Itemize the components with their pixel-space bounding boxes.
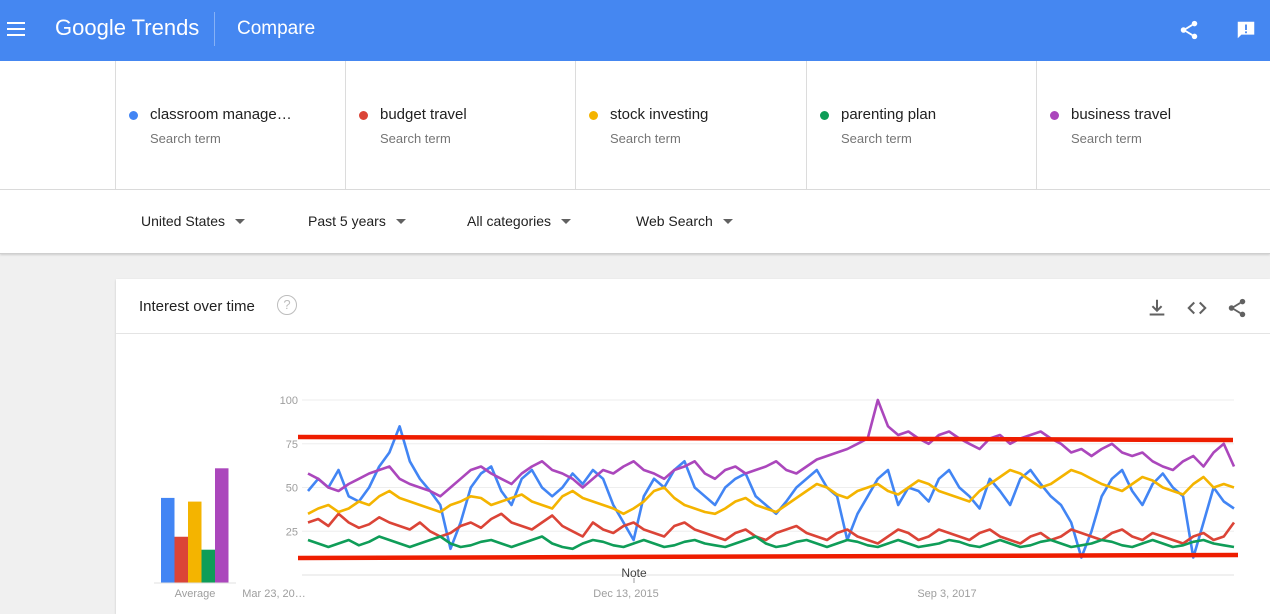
term-color-dot [1050,111,1059,120]
category-select[interactable]: All categories [467,213,572,229]
term-card-5[interactable]: business travel Search term [1036,61,1270,189]
term-card-1[interactable]: classroom manage… Search term [115,61,346,189]
region-label: United States [141,213,226,229]
term-type: Search term [380,131,451,146]
term-card-3[interactable]: stock investing Search term [575,61,806,189]
y-tick-label: 100 [280,395,298,407]
menu-icon[interactable] [7,22,25,36]
term-type: Search term [841,131,912,146]
card-title: Interest over time [139,298,255,315]
region-select[interactable]: United States [141,213,246,229]
embed-icon[interactable] [1186,297,1208,319]
term-name: budget travel [380,106,467,123]
category-label: All categories [467,213,552,229]
average-label: Average [175,588,216,600]
x-tick-label: Mar 23, 20… [242,588,306,600]
interest-over-time-card: Interest over time ? 100 75 50 25 Mar 23, 20… [116,279,1270,614]
y-tick-label: 50 [286,483,298,495]
chevron-down-icon [235,218,246,224]
term-color-dot [129,111,138,120]
term-name: parenting plan [841,106,937,123]
card-header: Interest over time ? [116,279,1270,334]
chevron-down-icon [395,218,406,224]
search-terms-strip: classroom manage… Search term budget tra… [0,61,1270,190]
feedback-icon[interactable] [1235,19,1257,41]
chevron-down-icon [722,218,733,224]
series-line [307,398,1236,498]
x-tick-label: Sep 3, 2017 [917,588,976,600]
time-label: Past 5 years [308,213,386,229]
term-color-dot [589,111,598,120]
note-label: Note [621,566,647,580]
annotation-line-top [297,434,1234,443]
series-line [307,512,1236,545]
share-icon[interactable] [1226,297,1248,319]
y-tick-label: 75 [286,439,298,451]
time-select[interactable]: Past 5 years [308,213,406,229]
term-card-4[interactable]: parenting plan Search term [806,61,1037,189]
download-icon[interactable] [1146,297,1168,319]
share-icon[interactable] [1178,19,1200,41]
help-icon[interactable]: ? [277,295,297,315]
average-bar [174,536,188,583]
property-select[interactable]: Web Search [636,213,733,229]
term-type: Search term [150,131,221,146]
term-card-2[interactable]: budget travel Search term [345,61,576,189]
average-bar [161,497,175,583]
average-bar [201,549,215,583]
term-name: business travel [1071,106,1172,123]
x-tick-label: Dec 13, 2015 [593,588,658,600]
term-name: stock investing [610,106,709,123]
series-line [307,468,1235,516]
series-line [307,535,1235,551]
term-color-dot [820,111,829,120]
annotation-line-bottom [297,552,1239,561]
google-trends-logo[interactable]: Google Trends [55,15,200,40]
app-bar: Google Trends Compare [0,0,1270,61]
property-label: Web Search [636,213,713,229]
term-color-dot [359,111,368,120]
page-title: Compare [237,18,316,39]
filters-bar: United States Past 5 years All categorie… [0,190,1270,254]
average-bar [188,501,202,583]
y-tick-label: 25 [286,526,298,538]
chevron-down-icon [561,218,572,224]
header-divider [214,12,215,46]
average-bar [215,468,229,583]
term-name: classroom manage… [150,106,292,123]
term-type: Search term [1071,131,1142,146]
term-type: Search term [610,131,681,146]
interest-chart: 100 75 50 25 Mar 23, 20… Dec 13, 2015 Sep 3, 2… [154,395,1239,600]
